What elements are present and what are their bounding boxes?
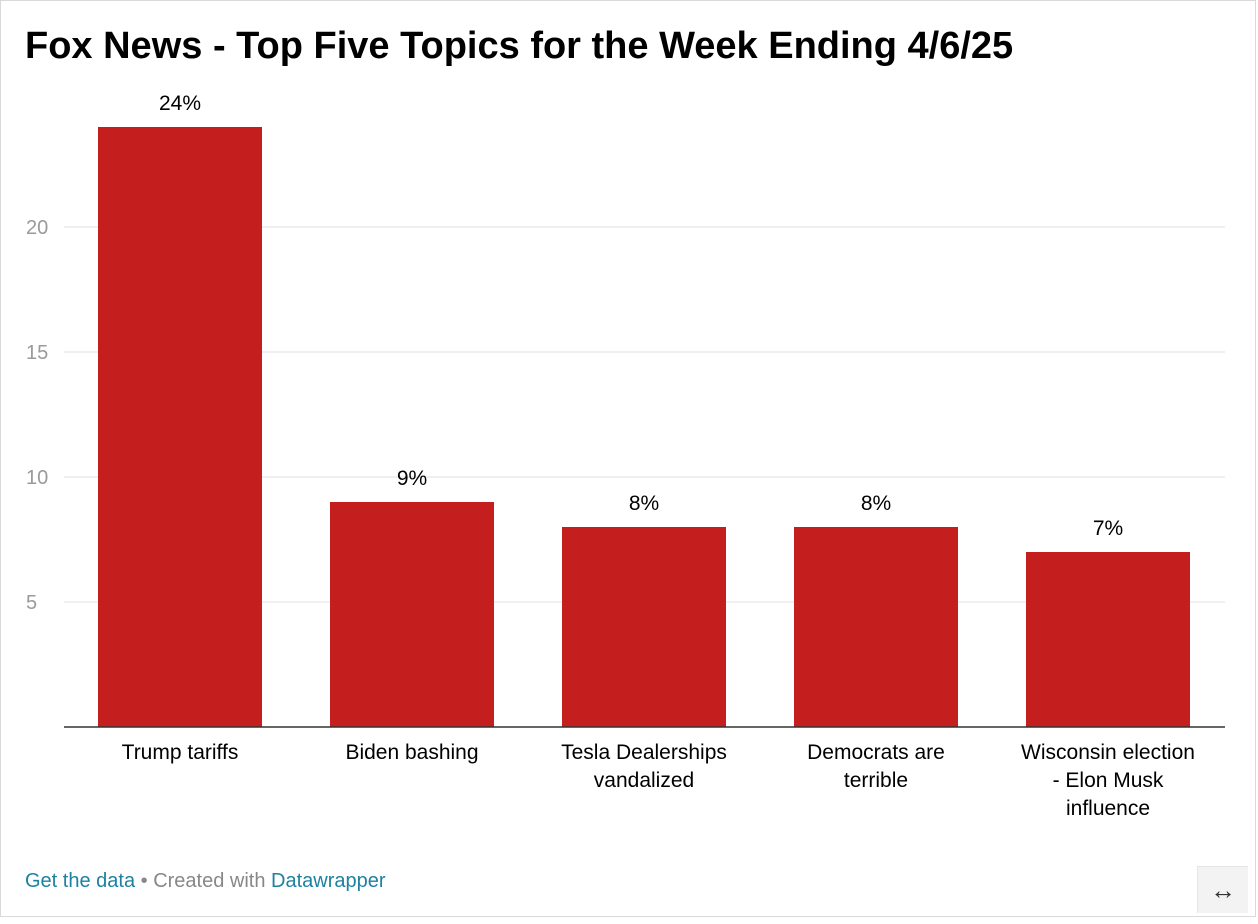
value-label-1: 9%	[397, 467, 427, 490]
bar-chart: 5 10 15 20 24% Trump tariffs 9% Biden bashing 8%…	[26, 92, 1225, 820]
category-label-2: Tesla Dealerships vandalized	[561, 741, 727, 792]
chart-title: Fox News - Top Five Topics for the Week …	[25, 25, 1014, 67]
bar-0	[98, 127, 262, 727]
resize-arrows-icon[interactable]: ↔	[1197, 866, 1248, 913]
category-label-line: - Elon Musk	[1053, 769, 1164, 792]
y-tick-label-5: 5	[26, 592, 37, 614]
value-label-0: 24%	[159, 92, 201, 115]
value-label-3: 8%	[861, 492, 891, 515]
value-label-2: 8%	[629, 492, 659, 515]
y-tick-label-10: 10	[26, 467, 48, 489]
category-label-line: Democrats are	[807, 741, 945, 764]
category-label-line: terrible	[844, 769, 908, 792]
category-label-4: Wisconsin election - Elon Musk influence	[1021, 741, 1195, 820]
datawrapper-link[interactable]: Datawrapper	[271, 870, 386, 892]
category-label-line: vandalized	[594, 769, 694, 792]
get-the-data-link[interactable]: Get the data	[25, 870, 136, 892]
category-label-line: Wisconsin election	[1021, 741, 1195, 764]
category-label-line: Trump tariffs	[122, 741, 239, 764]
category-label-3: Democrats are terrible	[807, 741, 945, 792]
bar-2	[562, 527, 726, 727]
footer-separator-text: • Created with	[135, 870, 272, 892]
category-label-1: Biden bashing	[345, 741, 478, 764]
category-label-line: influence	[1066, 797, 1150, 820]
y-tick-label-20: 20	[26, 217, 48, 239]
category-label-0: Trump tariffs	[122, 741, 239, 764]
bar-1	[330, 502, 494, 727]
value-label-4: 7%	[1093, 517, 1123, 540]
category-label-line: Biden bashing	[345, 741, 478, 764]
chart-footer: Get the data • Created with Datawrapper	[25, 867, 386, 895]
y-tick-label-15: 15	[26, 342, 48, 364]
bar-3	[794, 527, 958, 727]
category-label-line: Tesla Dealerships	[561, 741, 727, 764]
bar-4	[1026, 552, 1190, 727]
